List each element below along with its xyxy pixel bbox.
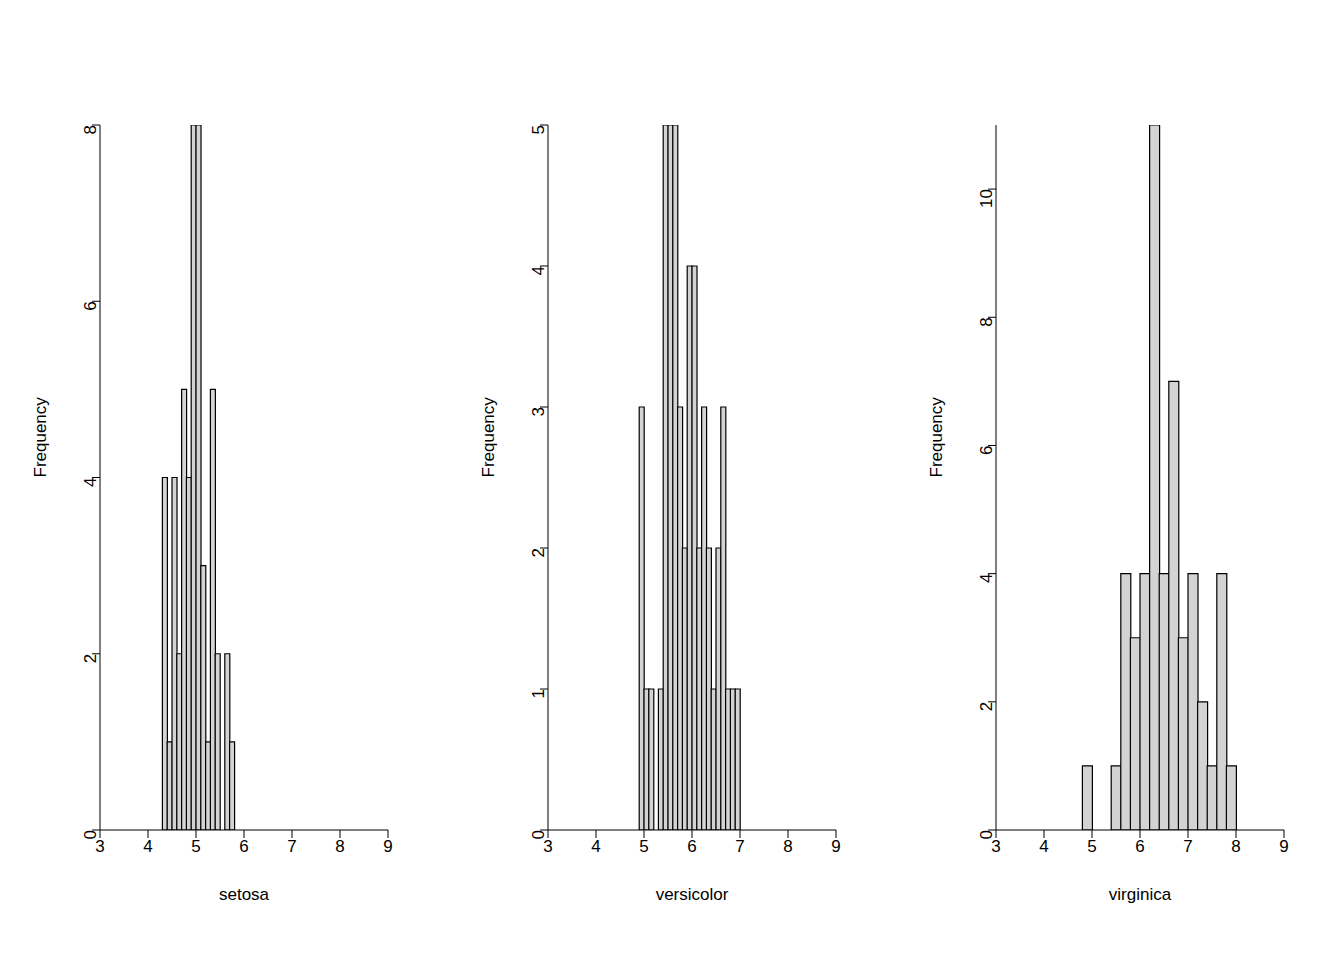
svg-text:8: 8 (81, 125, 100, 134)
svg-text:setosa: setosa (219, 885, 270, 904)
svg-text:1: 1 (529, 689, 548, 698)
svg-text:4: 4 (591, 837, 600, 856)
svg-text:5: 5 (1087, 837, 1096, 856)
svg-text:3: 3 (991, 837, 1001, 857)
svg-text:4: 4 (81, 478, 100, 487)
svg-text:6: 6 (239, 837, 248, 856)
svg-text:9: 9 (831, 837, 840, 856)
svg-text:9: 9 (1279, 837, 1288, 856)
svg-text:8: 8 (1231, 837, 1240, 856)
svg-text:0: 0 (81, 830, 100, 839)
svg-text:6: 6 (81, 301, 100, 310)
svg-text:4: 4 (529, 266, 548, 275)
svg-text:0: 0 (977, 830, 996, 839)
svg-text:virginica: virginica (1109, 885, 1172, 904)
svg-text:7: 7 (1183, 837, 1192, 856)
svg-text:3: 3 (543, 837, 553, 857)
svg-text:5: 5 (191, 837, 200, 856)
svg-text:9: 9 (383, 837, 392, 856)
svg-text:2: 2 (81, 654, 100, 663)
svg-text:7: 7 (287, 837, 296, 856)
svg-text:8: 8 (783, 837, 792, 856)
svg-text:3: 3 (529, 407, 548, 416)
svg-text:3: 3 (95, 837, 105, 857)
svg-text:6: 6 (1135, 837, 1144, 856)
svg-text:8: 8 (977, 317, 996, 326)
svg-text:10: 10 (977, 189, 996, 208)
svg-text:4: 4 (1039, 837, 1048, 856)
svg-text:4: 4 (143, 837, 152, 856)
svg-text:7: 7 (735, 837, 744, 856)
svg-text:5: 5 (529, 125, 548, 134)
svg-text:versicolor: versicolor (656, 885, 729, 904)
svg-text:6: 6 (687, 837, 696, 856)
svg-text:0: 0 (529, 830, 548, 839)
svg-text:8: 8 (335, 837, 344, 856)
svg-text:Frequency: Frequency (479, 397, 498, 478)
svg-text:Frequency: Frequency (927, 397, 946, 478)
svg-text:Frequency: Frequency (31, 397, 50, 478)
svg-text:2: 2 (977, 702, 996, 711)
svg-text:4: 4 (977, 574, 996, 583)
svg-text:5: 5 (639, 837, 648, 856)
svg-text:6: 6 (977, 445, 996, 454)
svg-text:2: 2 (529, 548, 548, 557)
